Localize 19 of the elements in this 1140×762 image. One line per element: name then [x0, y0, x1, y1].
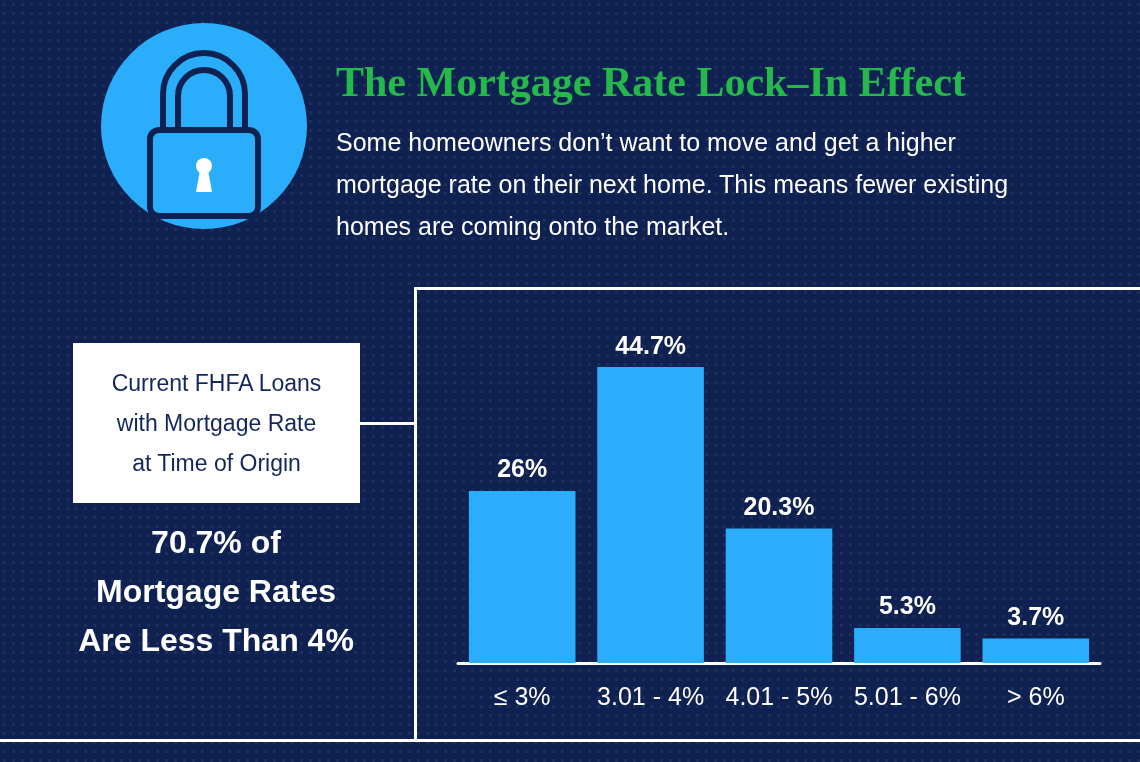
- bar: [725, 528, 833, 663]
- text: 70.7% of Mortgage Rates Are Less Than 4%: [77, 523, 355, 660]
- x-tick-label: 3.01 - 4%: [597, 681, 705, 710]
- x-tick-label: 5.01 - 6%: [853, 681, 961, 710]
- text: Current FHFA Loans with Mortgage Rate at Time of Origin: [73, 343, 360, 503]
- chart-subtitle: Some homeowners don’t want to move and get a higher mortgage rate on their next home. This means fewer existing homes are coming onto the market.: [336, 127, 1010, 242]
- data-label: 44.7%: [615, 330, 687, 359]
- data-label: 26%: [497, 454, 548, 483]
- x-tick-label: > 6%: [1006, 681, 1065, 710]
- data-label: 3.7%: [1007, 602, 1065, 631]
- data-label: 5.3%: [878, 591, 936, 620]
- data-label: 20.3%: [743, 492, 815, 521]
- bar: [854, 627, 961, 663]
- bar: [597, 367, 704, 663]
- bar: [982, 638, 1090, 663]
- x-tick-label: 4.01 - 5%: [725, 681, 833, 710]
- bar: [468, 490, 576, 663]
- chart-title: The Mortgage Rate Lock–In Effect: [336, 58, 966, 106]
- x-tick-label: ≤ 3%: [493, 681, 551, 710]
